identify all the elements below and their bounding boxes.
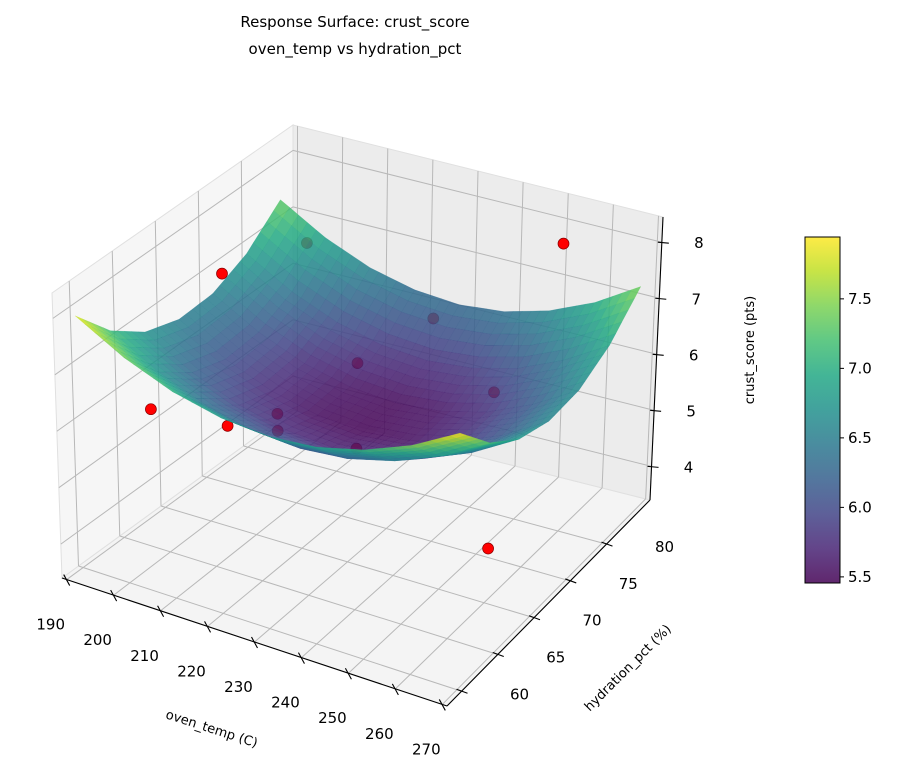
colorbar-tick-label: 5.5 [848, 568, 872, 586]
data-point [557, 237, 570, 250]
x-tick [110, 589, 118, 602]
gridline-x [645, 215, 659, 499]
x-tick [438, 699, 446, 711]
gridline-x [254, 454, 472, 643]
x-tick-label: 240 [271, 694, 300, 712]
y-tick [528, 615, 541, 621]
z-tick-label: 6 [689, 346, 699, 364]
x-tick [391, 683, 399, 696]
x-tick-label: 200 [83, 631, 112, 649]
y-tick [601, 541, 613, 547]
x-tick [63, 574, 71, 586]
gridline-x [441, 498, 647, 705]
y-tick-label: 75 [619, 575, 638, 593]
gridline-x [160, 432, 385, 612]
x-tick [297, 652, 305, 664]
x-tick-label: 250 [318, 709, 347, 727]
x-tick [157, 605, 165, 618]
data-point [482, 542, 494, 555]
gridline-x [395, 487, 603, 690]
y-axis-line [446, 499, 651, 707]
gridline-x [207, 443, 429, 627]
x-tick [251, 636, 258, 649]
data-point [145, 403, 157, 416]
gridline-y [68, 280, 79, 567]
y-axis-label: hydration_pct (%) [582, 622, 675, 715]
gridline-x [348, 476, 559, 674]
y-tick-label: 60 [510, 685, 529, 703]
z-tick [652, 353, 664, 356]
x-tick-label: 190 [36, 616, 65, 634]
y-tick-label: 70 [582, 612, 601, 630]
x-tick [344, 667, 352, 680]
gridline-z [52, 149, 294, 319]
gridline-y [78, 565, 462, 692]
gridline-z [54, 206, 294, 376]
z-tick [647, 465, 659, 468]
z-tick-label: 5 [686, 402, 696, 420]
x-tick-label: 220 [177, 662, 206, 680]
gridline-x [301, 465, 516, 658]
surface-patch [449, 432, 467, 438]
z-tick [657, 241, 669, 244]
gridline-y [111, 250, 121, 537]
chart-title: Response Surface: crust_score [240, 13, 470, 31]
z-tick-label: 7 [691, 290, 701, 308]
x-tick-label: 210 [130, 647, 159, 665]
chart-subtitle: oven_temp vs hydration_pct [248, 40, 462, 58]
z-tick [650, 409, 662, 412]
gridline-z [292, 206, 660, 299]
colorbar-tick-label: 7.0 [848, 359, 872, 377]
z-tick [655, 297, 667, 300]
z-axis-line [649, 216, 664, 501]
colorbar-tick-label: 7.5 [848, 290, 872, 308]
gridline-z [292, 149, 662, 243]
z-tick-label: 4 [684, 458, 694, 476]
colorbar [804, 236, 841, 584]
gridline-x [113, 421, 342, 596]
colorbar-tick-label: 6.5 [848, 429, 872, 447]
y-tick [456, 688, 468, 694]
data-point [216, 267, 228, 280]
z-axis-label: crust_score (pts) [743, 296, 758, 404]
y-tick [492, 651, 504, 658]
y-tick [565, 578, 577, 584]
gridline-y [202, 475, 571, 582]
x-tick-label: 230 [224, 678, 253, 696]
x-axis-label: oven_temp (C) [164, 707, 260, 751]
gridline-y [243, 445, 607, 545]
z-tick-label: 8 [694, 234, 704, 252]
gridline-x [66, 410, 298, 580]
gridline-y [119, 535, 498, 655]
gridline-y [160, 505, 535, 619]
x-tick-label: 270 [412, 740, 441, 758]
y-tick-label: 80 [655, 538, 674, 556]
colorbar-tick-label: 6.0 [848, 498, 872, 516]
surface [74, 199, 642, 462]
x-tick-label: 260 [365, 725, 394, 743]
x-tick [204, 621, 212, 633]
y-tick-label: 65 [546, 649, 565, 667]
